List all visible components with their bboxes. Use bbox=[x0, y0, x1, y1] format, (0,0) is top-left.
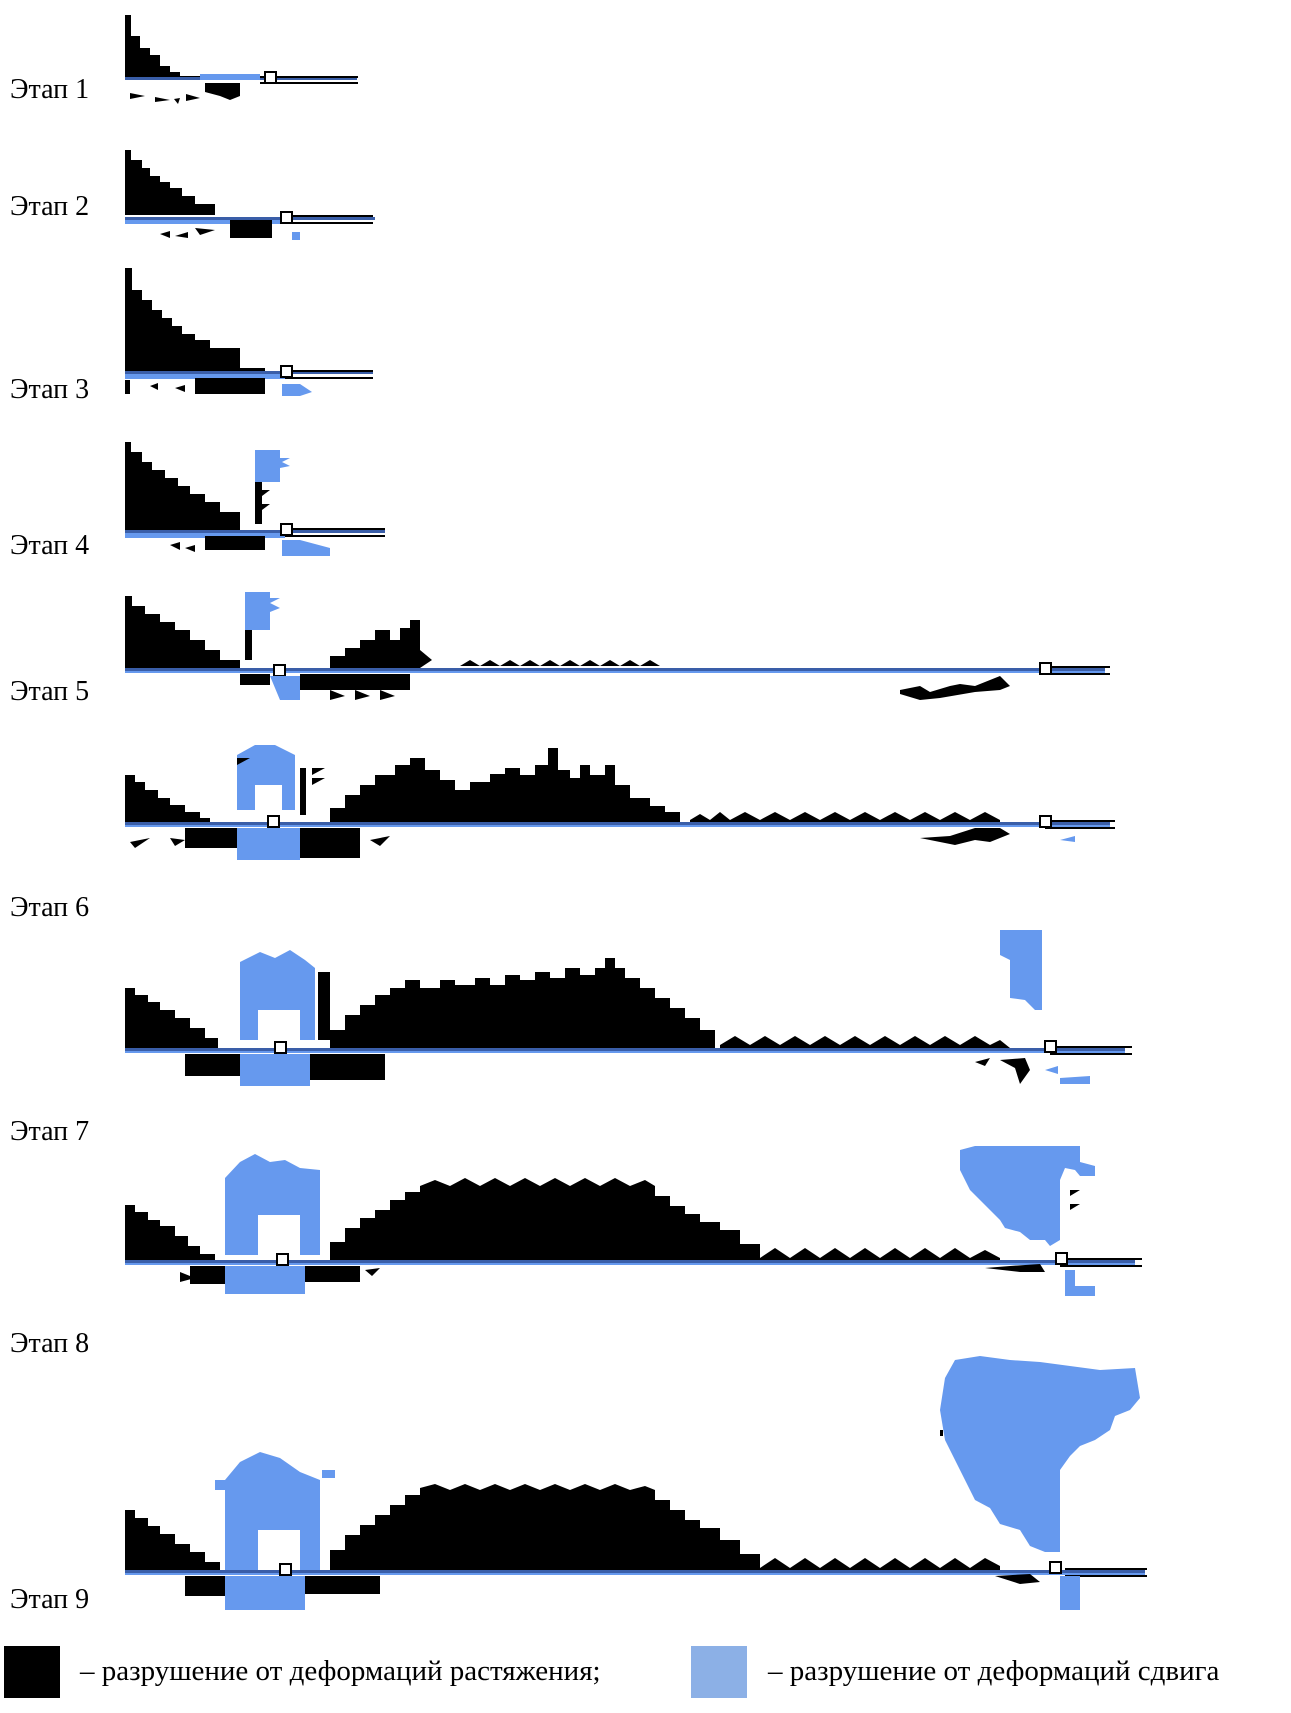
stage-label-7: Этап 7 bbox=[10, 1116, 90, 1147]
stage-label-2: Этап 2 bbox=[10, 191, 90, 222]
legend-swatch-tension bbox=[4, 1646, 60, 1698]
legend-swatch-shear bbox=[691, 1646, 747, 1698]
legend-label-shear: – разрушение от деформаций сдвига bbox=[768, 1655, 1220, 1687]
legend-label-tension: – разрушение от деформаций растяжения; bbox=[80, 1655, 601, 1687]
stage-label-6: Этап 6 bbox=[10, 892, 90, 923]
stage-label-1: Этап 1 bbox=[10, 74, 90, 105]
stage-label-8: Этап 8 bbox=[10, 1328, 90, 1359]
stage-label-5: Этап 5 bbox=[10, 676, 90, 707]
stage-label-3: Этап 3 bbox=[10, 374, 90, 405]
stage-label-9: Этап 9 bbox=[10, 1584, 90, 1615]
stage-label-4: Этап 4 bbox=[10, 530, 90, 561]
